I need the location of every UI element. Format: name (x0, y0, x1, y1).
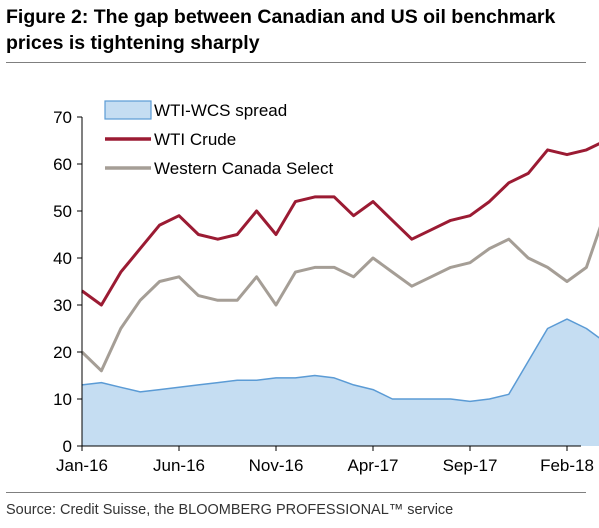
legend: WTI-WCS spread WTI Crude Western Canada Se… (104, 100, 334, 178)
legend-label: WTI Crude (154, 130, 236, 149)
spread-series-area (82, 319, 599, 446)
source-divider (6, 492, 586, 493)
chart-title: Figure 2: The gap between Canadian and U… (6, 6, 556, 54)
legend-label: Western Canada Select (154, 159, 334, 178)
wti-crude-series-line (81, 142, 599, 307)
y-tick-label: 70 (53, 108, 72, 127)
x-tick-label: Apr-17 (347, 456, 398, 475)
y-tick-label: 60 (53, 155, 72, 174)
title-divider (6, 62, 586, 63)
y-tick-label: 50 (53, 202, 72, 221)
x-tick-label: Sep-17 (443, 456, 498, 475)
wcs-series-line (80, 226, 599, 373)
axes-layer: 0 10 20 30 40 50 60 70 Jan-16 Jun-16 Nov-16 Apr-17 S… (53, 108, 594, 475)
x-tick-label: Feb-18 (540, 456, 594, 475)
y-tick-label: 40 (53, 249, 72, 268)
y-tick-label: 20 (53, 343, 72, 362)
spread-series-line (81, 318, 599, 403)
y-tick-label: 10 (53, 390, 72, 409)
x-tick-label: Nov-16 (249, 456, 304, 475)
x-tick-label: Jan-16 (56, 456, 108, 475)
plot-layer (80, 142, 599, 446)
y-tick-label: 30 (53, 296, 72, 315)
y-tick-label: 0 (63, 437, 72, 456)
legend-swatch-spread (104, 100, 152, 120)
x-tick-label: Jun-16 (153, 456, 205, 475)
source-note: Source: Credit Suisse, the BLOOMBERG PRO… (6, 502, 454, 518)
legend-label: WTI-WCS spread (154, 101, 287, 120)
